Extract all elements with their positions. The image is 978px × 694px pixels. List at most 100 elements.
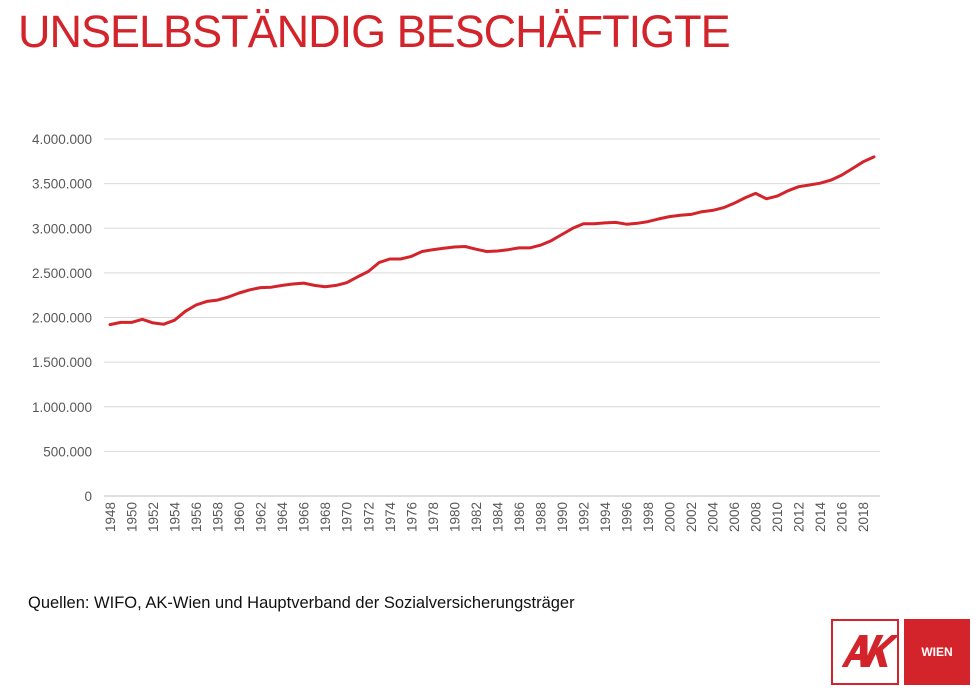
data-point	[797, 185, 800, 188]
data-point	[496, 249, 499, 253]
data-point	[668, 215, 671, 218]
data-point	[130, 321, 133, 324]
x-tick-label: 1954	[168, 502, 183, 533]
data-point	[754, 192, 757, 195]
data-point	[775, 194, 779, 198]
y-tick-label: 3.500.000	[32, 177, 92, 192]
data-point	[808, 183, 811, 187]
x-tick-label: 2000	[663, 502, 678, 532]
x-tick-label: 1966	[297, 502, 312, 532]
data-point	[399, 257, 402, 261]
data-point	[270, 285, 273, 289]
x-tick-label: 2008	[749, 502, 764, 532]
data-point	[829, 178, 833, 182]
data-point	[453, 245, 456, 249]
data-point	[732, 202, 736, 205]
y-tick-label: 1.000.000	[32, 400, 92, 415]
data-point	[324, 285, 327, 288]
x-tick-label: 1950	[125, 502, 140, 532]
x-tick-label: 1962	[254, 502, 269, 532]
x-tick-label: 1984	[490, 502, 505, 533]
data-point	[862, 160, 865, 163]
x-axis-tick-labels: 1948 1950 1952 1954 1956 1958 1960 1962 1964 1966…	[103, 502, 871, 533]
data-point	[711, 209, 714, 212]
x-tick-label: 1994	[598, 502, 613, 533]
data-point	[410, 255, 413, 258]
data-point	[184, 310, 187, 313]
x-tick-label: 2004	[706, 502, 721, 533]
data-point	[108, 323, 112, 326]
data-point	[765, 197, 768, 200]
data-point	[420, 250, 424, 253]
data-point	[851, 167, 854, 170]
data-point	[356, 275, 359, 279]
wien-logo: WIEN	[904, 619, 970, 685]
data-point	[840, 173, 843, 177]
x-tick-label: 2014	[813, 502, 828, 533]
x-tick-label: 2016	[835, 502, 850, 532]
data-point	[743, 196, 747, 200]
series-group	[108, 155, 876, 327]
x-tick-label: 1978	[426, 502, 441, 532]
x-tick-label: 2010	[770, 502, 785, 532]
data-point	[280, 284, 284, 287]
data-point	[216, 298, 219, 302]
x-tick-label: 1948	[103, 502, 118, 532]
y-tick-label: 2.500.000	[32, 266, 92, 281]
data-point	[302, 281, 305, 285]
x-tick-label: 1988	[533, 502, 548, 532]
data-point	[603, 221, 607, 225]
data-point	[474, 248, 478, 251]
x-tick-label: 2002	[684, 502, 699, 532]
data-point	[431, 248, 435, 251]
data-point	[334, 284, 338, 287]
data-point	[194, 303, 198, 307]
data-point	[345, 281, 348, 284]
data-point	[786, 189, 790, 192]
data-point	[549, 239, 553, 242]
x-tick-label: 1980	[447, 502, 462, 532]
x-tick-label: 1976	[404, 502, 419, 532]
x-tick-label: 1952	[146, 502, 161, 532]
data-point	[388, 257, 391, 261]
y-axis-tick-labels: 0 500.000 1.000.000 1.500.000 2.000.000 2.500…	[32, 132, 92, 504]
data-point	[528, 246, 531, 250]
data-point	[872, 155, 876, 159]
data-point	[141, 318, 144, 321]
data-point	[517, 246, 521, 250]
x-tick-label: 1956	[189, 502, 204, 532]
data-point	[367, 270, 370, 273]
chart-title: UNSELBSTÄNDIG BESCHÄFTIGTE	[18, 6, 731, 57]
data-point	[679, 214, 682, 217]
data-point	[700, 210, 704, 213]
data-point	[205, 300, 209, 303]
y-tick-label: 3.000.000	[32, 221, 92, 236]
x-tick-label: 1990	[555, 502, 570, 532]
data-point	[485, 250, 488, 253]
x-tick-label: 1972	[361, 502, 376, 532]
data-point	[560, 233, 564, 236]
data-point	[689, 213, 693, 216]
x-tick-label: 1982	[469, 502, 484, 532]
x-tick-label: 1958	[211, 502, 226, 532]
data-point	[377, 261, 381, 264]
data-point	[625, 223, 628, 226]
data-point	[636, 222, 639, 225]
data-point	[539, 244, 542, 247]
data-point	[646, 220, 650, 223]
data-point	[657, 217, 660, 221]
y-tick-label: 1.500.000	[32, 355, 92, 370]
ak-logo-mark	[841, 635, 900, 667]
x-tick-label: 1974	[383, 502, 398, 533]
data-point	[593, 222, 596, 225]
data-point	[614, 221, 617, 224]
line-chart: 0 500.000 1.000.000 1.500.000 2.000.000 2.500…	[32, 132, 880, 533]
data-point	[227, 295, 230, 299]
data-point	[259, 286, 262, 289]
y-tick-label: 2.000.000	[32, 311, 92, 326]
x-tick-label: 1998	[641, 502, 656, 532]
x-tick-label: 1986	[512, 502, 527, 532]
y-tick-label: 500.000	[43, 444, 92, 459]
x-tick-label: 2018	[856, 502, 871, 532]
ak-logo	[831, 619, 900, 685]
